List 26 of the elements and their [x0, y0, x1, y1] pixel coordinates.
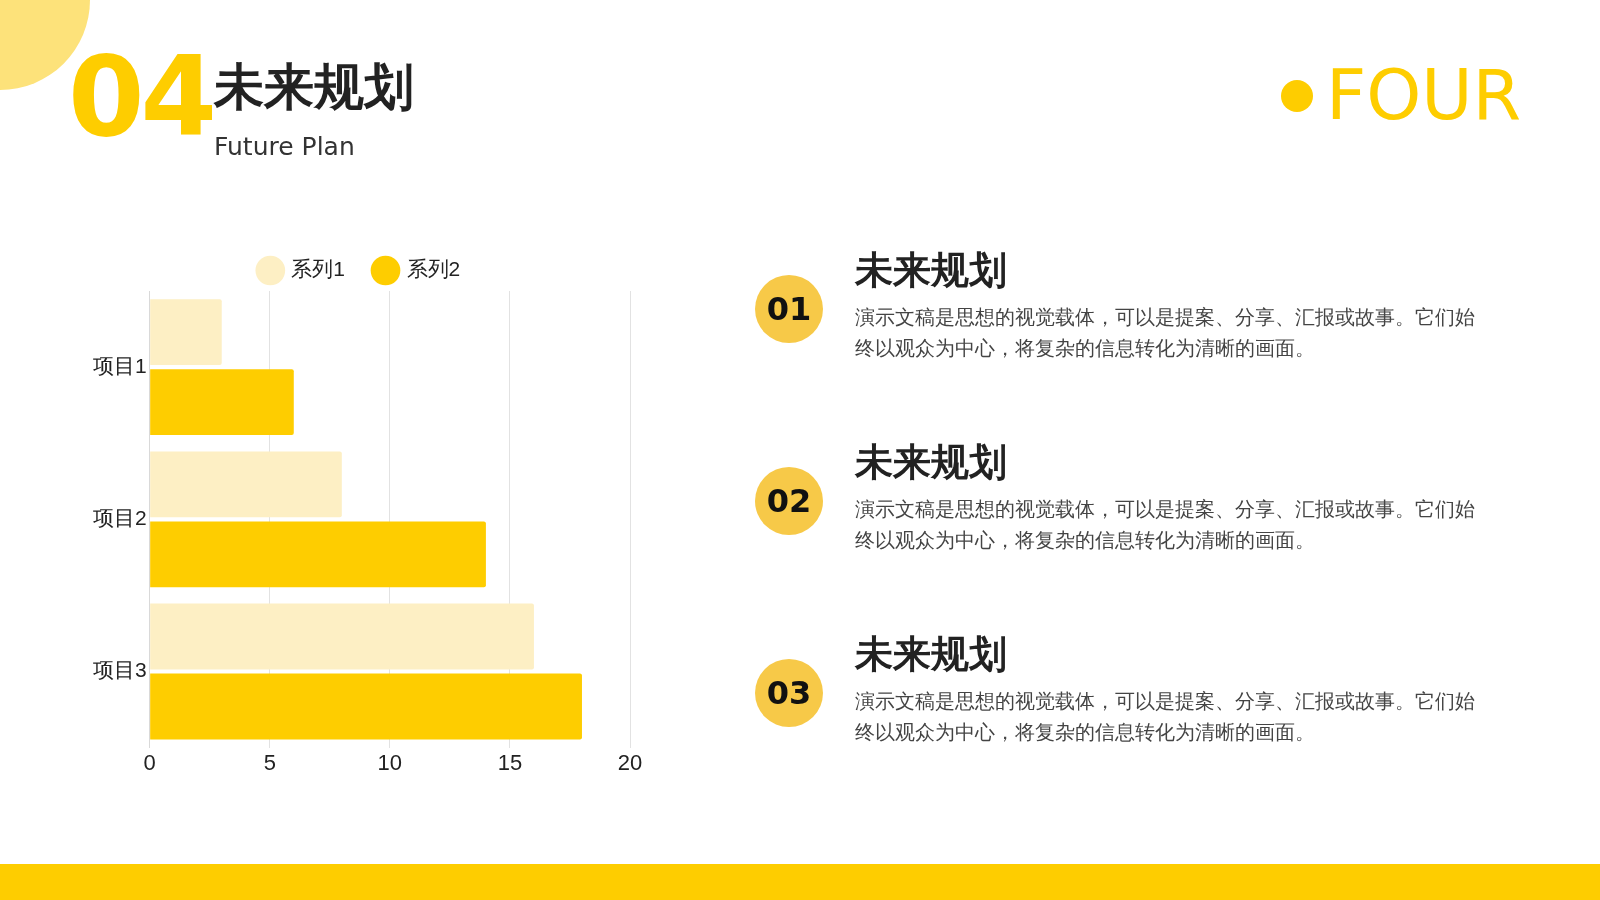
text: FOUR	[1326, 54, 1522, 136]
text: 04	[68, 33, 214, 161]
x-tick-label: 5	[263, 749, 276, 775]
text: 未来规划	[855, 440, 1007, 484]
text: 演示文稿是思想的视觉载体，可以是提案、分享、汇报或故事。它们始终以观众为中心，将复杂的信息转化为清晰的画面。	[855, 304, 1475, 362]
text: 未来规划	[855, 248, 1007, 292]
y-tick-label: 项目3	[92, 658, 147, 682]
y-tick-label: 项目2	[92, 506, 147, 530]
text: 演示文稿是思想的视觉载体，可以是提案、分享、汇报或故事。它们始终以观众为中心，将复杂的信息转化为清晰的画面。	[855, 688, 1475, 746]
bar	[150, 521, 486, 588]
x-tick-label: 15	[497, 749, 523, 775]
bar	[150, 299, 222, 365]
legend-label: 系列2	[406, 257, 461, 281]
chart-title: 未来规划	[214, 58, 414, 116]
bar	[150, 451, 342, 518]
bar	[150, 369, 294, 436]
chart-subtitle: Future Plan	[214, 132, 355, 161]
x-tick-label: 10	[377, 749, 403, 775]
y-tick-label: 项目1	[92, 353, 147, 377]
x-tick-label: 20	[617, 749, 643, 775]
text: 演示文稿是思想的视觉载体，可以是提案、分享、汇报或故事。它们始终以观众为中心，将复杂的信息转化为清晰的画面。	[855, 496, 1475, 554]
bar	[150, 603, 534, 670]
legend-label: 系列1	[291, 257, 346, 281]
x-tick-label: 0	[143, 749, 156, 775]
bar	[150, 673, 582, 740]
text: 未来规划	[855, 632, 1007, 676]
